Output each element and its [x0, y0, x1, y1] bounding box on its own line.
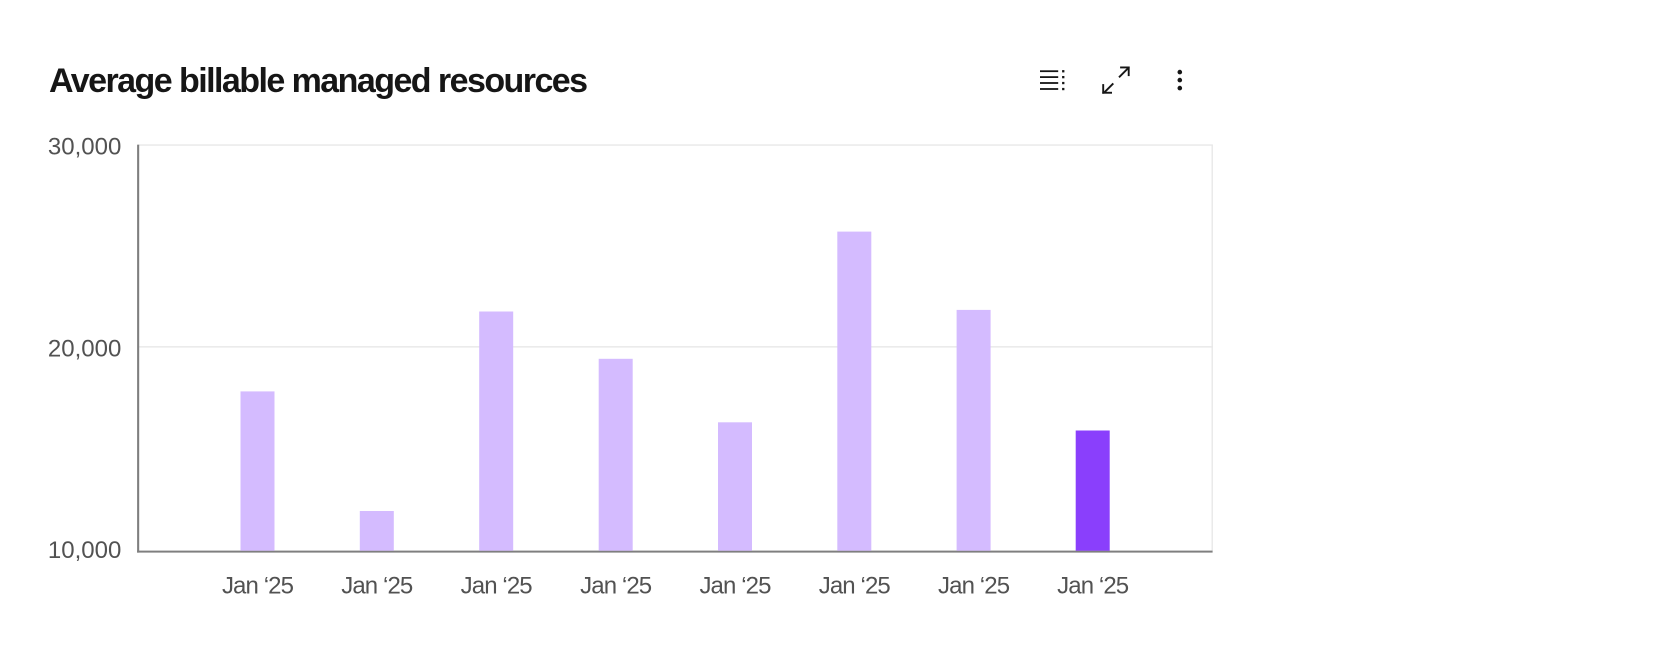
svg-text:Jan ‘25: Jan ‘25 [1057, 573, 1129, 600]
svg-text:Jan ‘25: Jan ‘25 [699, 573, 771, 600]
svg-text:Jan ‘25: Jan ‘25 [938, 573, 1010, 600]
svg-text:Jan ‘25: Jan ‘25 [580, 573, 652, 600]
svg-text:20,000: 20,000 [48, 335, 121, 362]
svg-text:Jan ‘25: Jan ‘25 [819, 573, 891, 600]
svg-text:Jan ‘25: Jan ‘25 [222, 573, 294, 600]
svg-text:Jan ‘25: Jan ‘25 [461, 573, 533, 600]
svg-text:Jan ‘25: Jan ‘25 [341, 573, 413, 600]
svg-text:30,000: 30,000 [48, 133, 121, 160]
svg-text:10,000: 10,000 [48, 537, 121, 564]
